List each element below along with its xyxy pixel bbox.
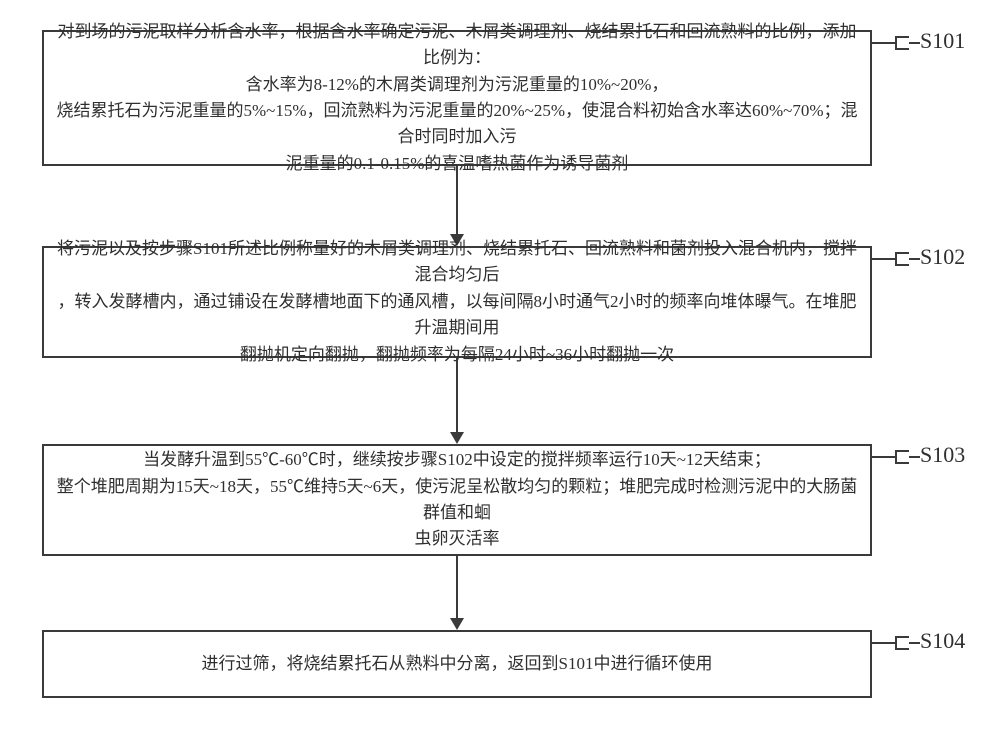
arrow-head-icon [450, 618, 464, 630]
step-label-s102: S102 [920, 244, 965, 270]
leader-line-s103 [872, 456, 895, 458]
step-box-s103: 当发酵升温到55℃-60℃时，继续按步骤S102中设定的搅拌频率运行10天~12… [42, 444, 872, 556]
step-line: 整个堆肥周期为15天~18天，55℃维持5天~6天，使污泥呈松散均匀的颗粒；堆肥… [54, 474, 860, 527]
leader-tail-s101 [909, 42, 920, 44]
step-box-s104: 进行过筛，将烧结累托石从熟料中分离，返回到S101中进行循环使用 [42, 630, 872, 698]
step-line: 对到场的污泥取样分析含水率，根据含水率确定污泥、木屑类调理剂、烧结累托石和回流熟… [54, 19, 860, 72]
step-box-s101: 对到场的污泥取样分析含水率，根据含水率确定污泥、木屑类调理剂、烧结累托石和回流熟… [42, 30, 872, 166]
leader-tail-s102 [909, 258, 920, 260]
leader-bracket-s104 [895, 636, 909, 650]
step-line: 当发酵升温到55℃-60℃时，继续按步骤S102中设定的搅拌频率运行10天~12… [143, 447, 771, 473]
leader-bracket-s103 [895, 450, 909, 464]
step-label-s104: S104 [920, 628, 965, 654]
step-line: 虫卵灭活率 [415, 526, 500, 552]
step-label-s103: S103 [920, 442, 965, 468]
arrow-s103-s104 [456, 556, 458, 618]
step-line: 含水率为8-12%的木屑类调理剂为污泥重量的10%~20%， [246, 72, 669, 98]
leader-bracket-s102 [895, 252, 909, 266]
step-line: 将污泥以及按步骤S101所述比例称量好的木屑类调理剂、烧结累托石、回流熟料和菌剂… [54, 236, 860, 289]
leader-bracket-s101 [895, 36, 909, 50]
leader-line-s101 [872, 42, 895, 44]
step-box-s102: 将污泥以及按步骤S101所述比例称量好的木屑类调理剂、烧结累托石、回流熟料和菌剂… [42, 246, 872, 358]
step-line: 进行过筛，将烧结累托石从熟料中分离，返回到S101中进行循环使用 [202, 651, 713, 677]
leader-line-s102 [872, 258, 895, 260]
step-line: 烧结累托石为污泥重量的5%~15%，回流熟料为污泥重量的20%~25%，使混合料… [54, 98, 860, 151]
arrow-s101-s102 [456, 166, 458, 234]
leader-tail-s104 [909, 642, 920, 644]
leader-tail-s103 [909, 456, 920, 458]
flowchart-canvas: 对到场的污泥取样分析含水率，根据含水率确定污泥、木屑类调理剂、烧结累托石和回流熟… [0, 0, 1000, 736]
arrow-head-icon [450, 432, 464, 444]
step-label-s101: S101 [920, 28, 965, 54]
arrow-s102-s103 [456, 358, 458, 432]
step-line: ，转入发酵槽内，通过铺设在发酵槽地面下的通风槽，以每间隔8小时通气2小时的频率向… [54, 289, 860, 342]
leader-line-s104 [872, 642, 895, 644]
